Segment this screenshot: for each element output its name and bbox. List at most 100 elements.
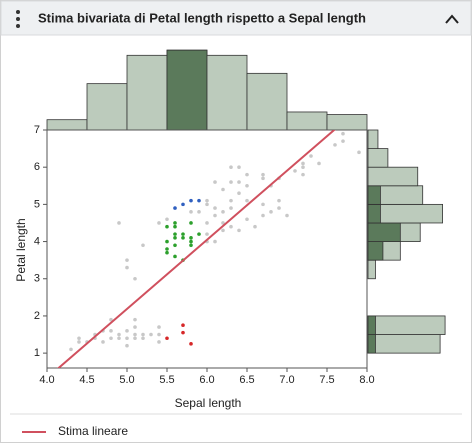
histogram-bar	[367, 259, 376, 280]
point	[125, 343, 129, 348]
point	[229, 180, 233, 184]
point	[149, 332, 153, 337]
panel-title: Stima bivariata di Petal length rispetto…	[38, 10, 366, 25]
point	[221, 187, 225, 192]
point	[301, 161, 305, 166]
point	[109, 317, 113, 322]
point	[157, 221, 161, 225]
y-tick-label: 4	[34, 235, 40, 247]
point	[205, 232, 209, 236]
point	[293, 169, 297, 173]
point	[189, 239, 193, 244]
y-axis-label: Petal length	[14, 218, 28, 281]
point	[221, 210, 225, 214]
point	[141, 243, 145, 248]
point	[213, 206, 217, 210]
histogram-selected	[367, 315, 376, 335]
histogram-selected	[367, 203, 381, 224]
point	[237, 165, 241, 169]
point	[157, 325, 161, 329]
point	[181, 236, 185, 240]
collapse-caret[interactable]	[445, 14, 459, 24]
point	[125, 329, 129, 333]
x-tick-label: 6.5	[239, 374, 254, 386]
point	[253, 224, 257, 229]
point	[245, 183, 249, 188]
point	[141, 332, 145, 337]
point	[341, 139, 345, 143]
y-tick-label: 5	[34, 198, 40, 210]
point	[189, 236, 193, 240]
point	[205, 221, 209, 225]
point	[189, 198, 193, 203]
point	[101, 340, 105, 344]
point	[301, 165, 305, 169]
point	[245, 172, 249, 177]
point	[341, 131, 345, 136]
point	[245, 198, 249, 203]
point	[309, 154, 313, 158]
y-tick-label: 2	[34, 310, 40, 322]
point	[189, 342, 193, 346]
x-axis-label: Sepal length	[175, 396, 242, 410]
point	[109, 336, 113, 341]
histogram-bar	[367, 334, 441, 354]
point	[197, 232, 201, 236]
point	[109, 329, 113, 333]
point	[125, 265, 129, 270]
histogram-bar	[367, 166, 419, 187]
point	[133, 325, 137, 329]
point	[165, 247, 169, 251]
histogram-selected	[367, 241, 384, 261]
point	[133, 317, 137, 322]
point	[181, 232, 185, 236]
point	[173, 236, 177, 240]
point	[189, 243, 193, 248]
point	[229, 198, 233, 203]
point	[197, 210, 201, 214]
histogram-bar	[326, 114, 368, 131]
point	[213, 213, 217, 218]
point	[165, 224, 169, 229]
header-bar	[0, 0, 472, 36]
point	[117, 336, 121, 341]
point	[333, 143, 337, 147]
point	[141, 336, 145, 341]
point	[229, 206, 233, 210]
point	[165, 217, 169, 222]
x-tick-label: 4.5	[79, 374, 94, 386]
point	[125, 336, 129, 341]
x-tick-label: 6.0	[199, 374, 214, 386]
point	[205, 202, 209, 207]
point	[261, 176, 265, 181]
x-tick-label: 4.0	[39, 374, 54, 386]
point	[165, 336, 169, 341]
point	[229, 165, 233, 169]
point	[181, 330, 185, 335]
point	[229, 224, 233, 229]
menu-icon[interactable]	[16, 10, 20, 28]
point	[261, 202, 265, 207]
point	[133, 276, 137, 281]
histogram-bar	[367, 129, 379, 149]
point	[173, 232, 177, 236]
point	[181, 323, 185, 328]
point	[77, 340, 81, 344]
point	[245, 217, 249, 222]
plot-frame	[46, 129, 368, 369]
point	[173, 224, 177, 229]
histogram-bar	[286, 111, 328, 131]
point	[277, 198, 281, 203]
histogram-bar	[246, 72, 288, 131]
point	[181, 202, 185, 207]
point	[237, 191, 241, 196]
point	[189, 221, 193, 225]
point	[357, 150, 361, 155]
y-tick-label: 3	[34, 273, 40, 285]
y-tick-label: 7	[34, 124, 40, 136]
histogram-bar	[46, 119, 88, 131]
point	[189, 210, 193, 214]
point	[213, 180, 217, 184]
